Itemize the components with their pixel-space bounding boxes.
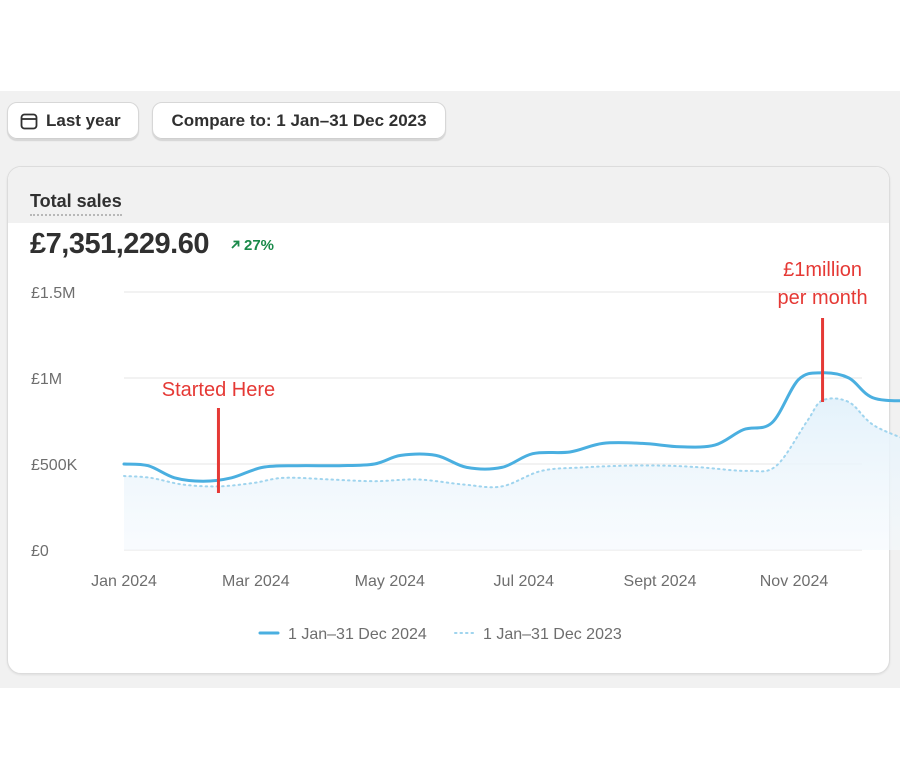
x-tick-label: Mar 2024 <box>222 573 290 590</box>
y-tick-label: £500K <box>31 457 78 474</box>
arrow-up-right-icon <box>230 237 241 254</box>
y-tick-label: £0 <box>31 543 49 560</box>
card-title[interactable]: Total sales <box>30 191 122 216</box>
x-tick-label: Jul 2024 <box>494 573 555 590</box>
change-badge: 27% <box>230 237 274 254</box>
date-range-button[interactable]: Last year <box>7 102 139 140</box>
series-lines <box>122 371 900 489</box>
series-area <box>124 398 900 550</box>
series-line-2024[interactable] <box>122 371 900 483</box>
y-tick-label: £1M <box>31 371 62 388</box>
previous-series-area <box>124 398 900 550</box>
legend-label[interactable]: 1 Jan–31 Dec 2023 <box>483 626 622 643</box>
legend-label[interactable]: 1 Jan–31 Dec 2024 <box>288 626 427 643</box>
annotations: Started Here £1million per month <box>162 259 868 493</box>
date-range-label: Last year <box>46 111 121 130</box>
x-axis-ticks: Jan 2024 Mar 2024 May 2024 Jul 2024 Sept 202… <box>91 573 828 590</box>
compare-label: Compare to: 1 Jan–31 Dec 2023 <box>171 111 427 130</box>
y-axis-ticks: £0 £500K £1M £1.5M <box>31 285 78 560</box>
change-percent: 27% <box>244 237 275 254</box>
annotation-label: per month <box>778 287 868 309</box>
total-sales-value: £7,351,229.60 <box>30 228 209 260</box>
annotation-label: £1million <box>783 259 862 281</box>
x-tick-label: Jan 2024 <box>91 573 157 590</box>
annotation-label: Started Here <box>162 379 275 401</box>
series-line-2023[interactable] <box>123 397 900 489</box>
legend[interactable]: 1 Jan–31 Dec 2024 1 Jan–31 Dec 2023 <box>258 626 622 643</box>
x-tick-label: Nov 2024 <box>760 573 829 590</box>
y-tick-label: £1.5M <box>31 285 75 302</box>
x-tick-label: May 2024 <box>355 573 425 590</box>
compare-button[interactable]: Compare to: 1 Jan–31 Dec 2023 <box>152 102 446 140</box>
calendar-icon <box>20 112 38 130</box>
x-tick-label: Sept 2024 <box>624 573 697 590</box>
total-sales-card: Total sales £7,351,229.60 27% <box>7 166 890 674</box>
card-header <box>8 167 889 223</box>
